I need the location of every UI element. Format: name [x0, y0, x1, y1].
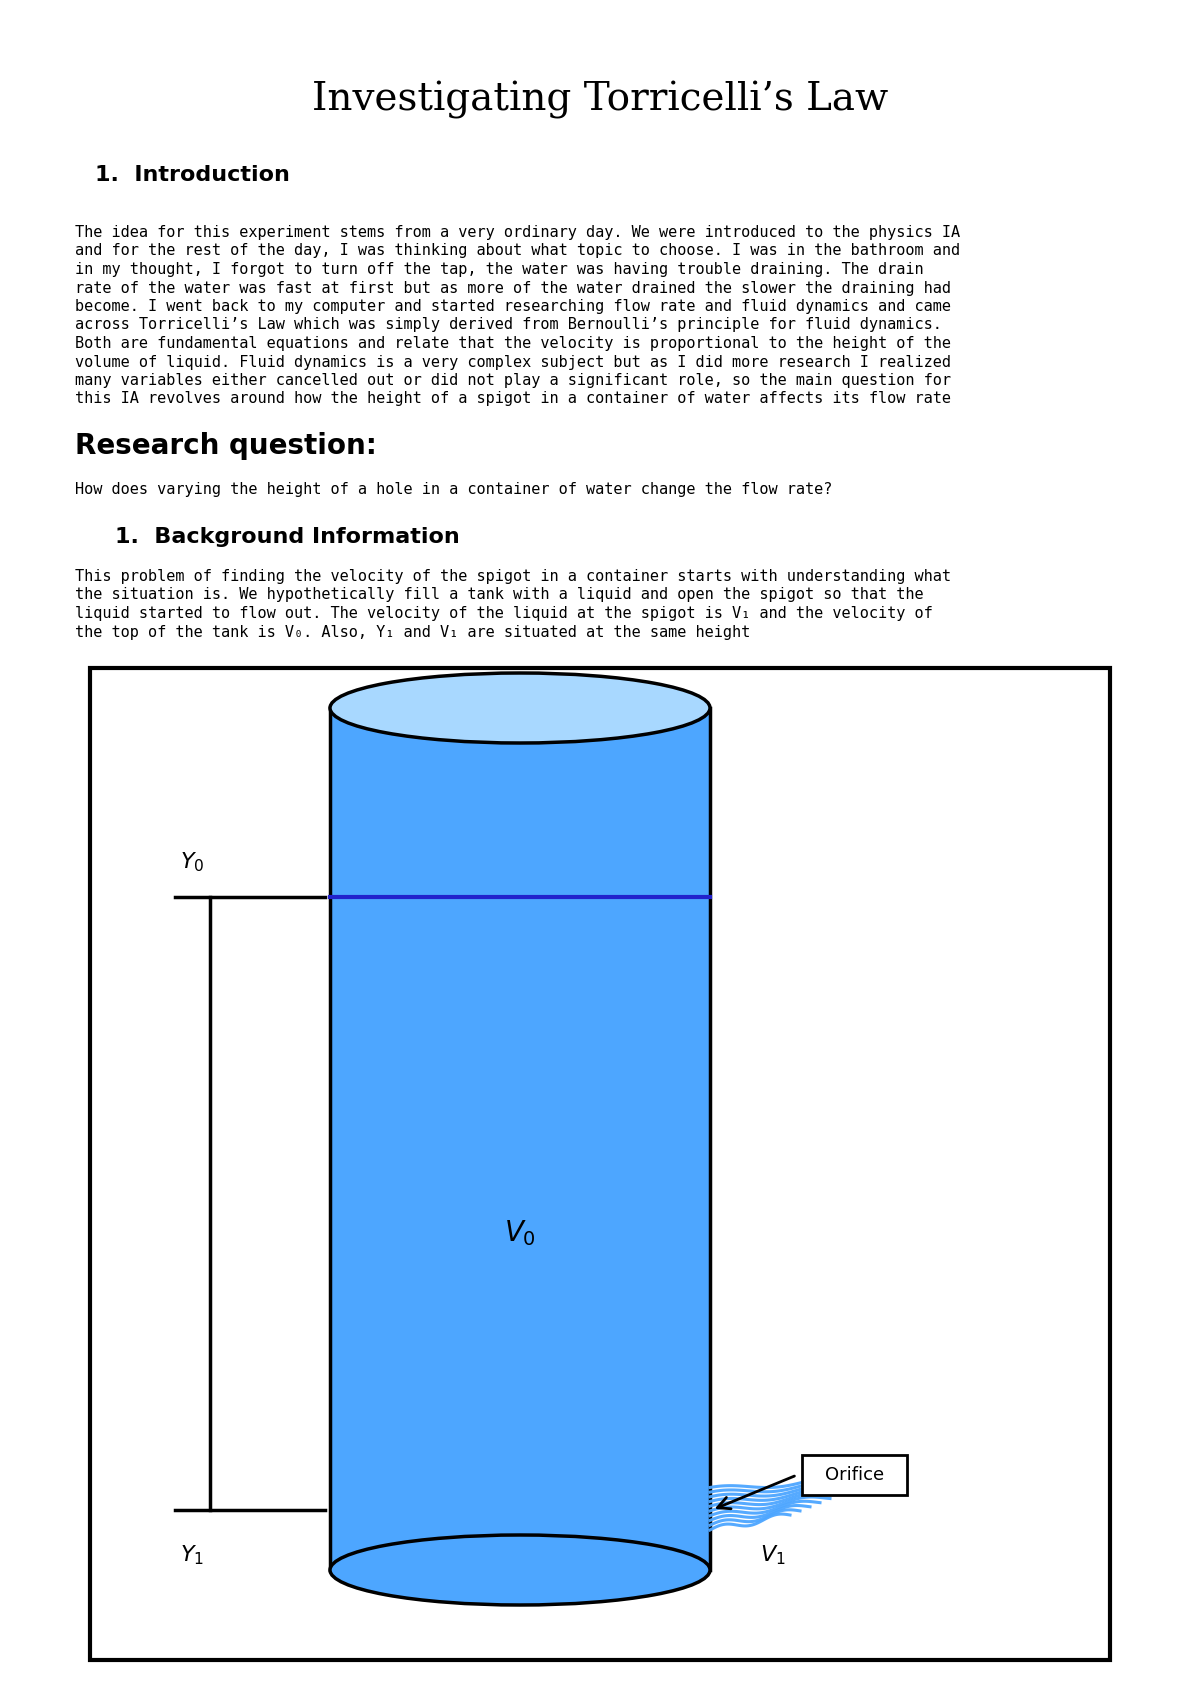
Ellipse shape: [330, 673, 710, 742]
Text: 1.  Introduction: 1. Introduction: [95, 164, 290, 185]
Text: liquid started to flow out. The velocity of the liquid at the spigot is V₁ and t: liquid started to flow out. The velocity…: [74, 607, 932, 620]
Text: $Y_1$: $Y_1$: [180, 1542, 204, 1566]
Text: This problem of finding the velocity of the spigot in a container starts with un: This problem of finding the velocity of …: [74, 570, 952, 585]
Bar: [330, 709, 710, 1570]
Text: Investigating Torricelli’s Law: Investigating Torricelli’s Law: [312, 81, 888, 119]
Text: $V_0$: $V_0$: [504, 1219, 536, 1249]
Text: The idea for this experiment stems from a very ordinary day. We were introduced : The idea for this experiment stems from …: [74, 225, 960, 241]
Text: many variables either cancelled out or did not play a significant role, so the m: many variables either cancelled out or d…: [74, 373, 952, 388]
Text: the situation is. We hypothetically fill a tank with a liquid and open the spigo: the situation is. We hypothetically fill…: [74, 588, 924, 602]
Text: this IA revolves around how the height of a spigot in a container of water affec: this IA revolves around how the height o…: [74, 392, 952, 407]
Text: volume of liquid. Fluid dynamics is a very complex subject but as I did more res: volume of liquid. Fluid dynamics is a ve…: [74, 354, 952, 370]
Text: Orifice: Orifice: [824, 1466, 884, 1485]
Text: rate of the water was fast at first but as more of the water drained the slower : rate of the water was fast at first but …: [74, 280, 952, 295]
Text: in my thought, I forgot to turn off the tap, the water was having trouble draini: in my thought, I forgot to turn off the …: [74, 263, 924, 276]
Bar: [802, 1454, 907, 1495]
Text: and for the rest of the day, I was thinking about what topic to choose. I was in: and for the rest of the day, I was think…: [74, 244, 960, 259]
Ellipse shape: [330, 1536, 710, 1605]
Text: the top of the tank is V₀. Also, Y₁ and V₁ are situated at the same height: the top of the tank is V₀. Also, Y₁ and …: [74, 624, 750, 639]
Text: 1.  Background Information: 1. Background Information: [115, 527, 460, 547]
Text: become. I went back to my computer and started researching flow rate and fluid d: become. I went back to my computer and s…: [74, 298, 952, 314]
Text: $V_1$: $V_1$: [760, 1542, 786, 1566]
Bar: [90, 668, 1110, 1659]
Text: across Torricelli’s Law which was simply derived from Bernoulli’s principle for : across Torricelli’s Law which was simply…: [74, 317, 942, 332]
Text: Both are fundamental equations and relate that the velocity is proportional to t: Both are fundamental equations and relat…: [74, 336, 952, 351]
Text: Research question:: Research question:: [74, 432, 377, 459]
Text: $Y_0$: $Y_0$: [180, 851, 204, 875]
Text: How does varying the height of a hole in a container of water change the flow ra: How does varying the height of a hole in…: [74, 481, 833, 497]
